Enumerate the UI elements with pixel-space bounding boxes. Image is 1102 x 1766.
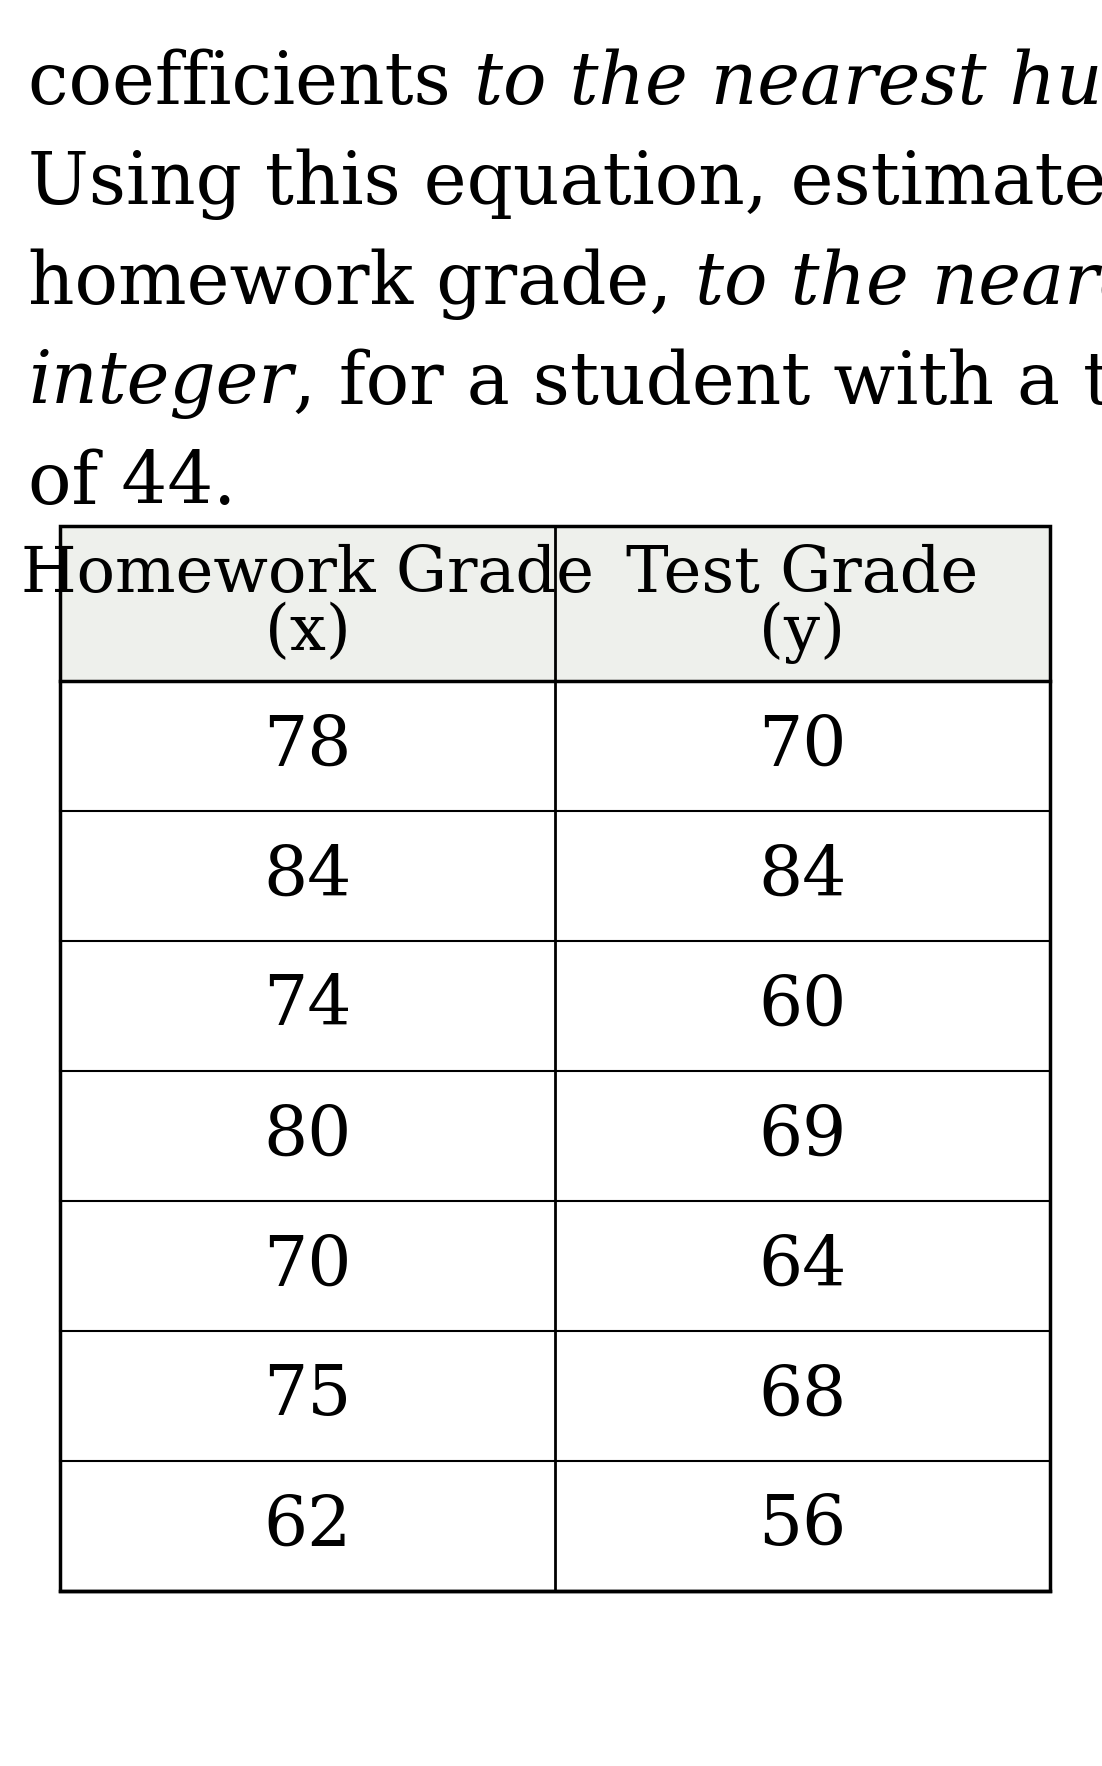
Text: Homework Grade: Homework Grade [21,544,594,606]
Text: Test Grade: Test Grade [626,544,979,606]
Text: integer: integer [28,348,293,419]
Text: 64: 64 [758,1233,846,1300]
Text: 70: 70 [263,1233,352,1300]
Text: 62: 62 [263,1492,352,1559]
Text: , for a student with a test grade: , for a student with a test grade [293,348,1102,420]
Text: (x): (x) [264,602,350,662]
Bar [60,526,1050,682]
Text: Using this equation, estimate the: Using this equation, estimate the [28,148,1102,219]
Text: 75: 75 [263,1363,352,1429]
Text: to the nearest hundredth.: to the nearest hundredth. [474,48,1102,118]
Text: 74: 74 [263,973,352,1038]
Text: coefficients: coefficients [28,48,474,118]
Text: 84: 84 [263,842,352,909]
Text: 68: 68 [758,1363,846,1429]
Text: of 44.: of 44. [28,449,236,519]
Text: 56: 56 [758,1492,846,1559]
Text: (y): (y) [759,602,845,664]
Text: 78: 78 [263,713,352,779]
Text: 60: 60 [758,973,846,1038]
Text: homework grade,: homework grade, [28,247,695,320]
Text: 69: 69 [758,1102,846,1169]
Text: 70: 70 [758,713,846,779]
Bar [60,526,1050,1591]
Text: 84: 84 [758,842,846,909]
Text: 80: 80 [263,1102,352,1169]
Text: to the nearest: to the nearest [695,247,1102,318]
